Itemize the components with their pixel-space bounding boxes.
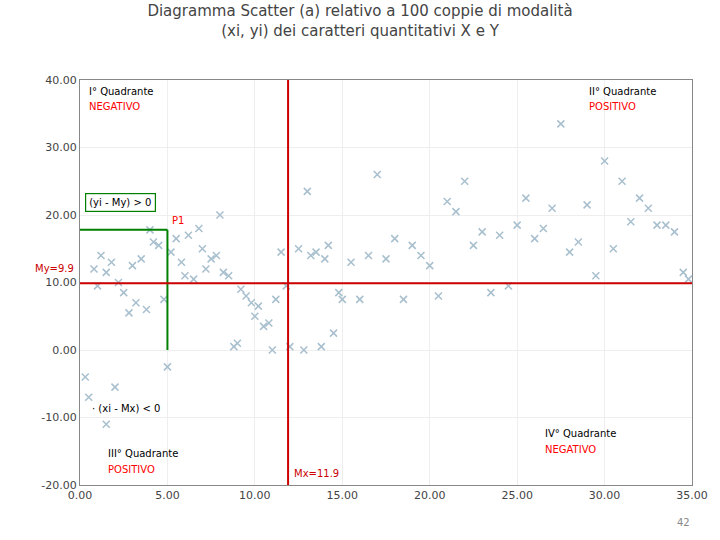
svg-text:20.00: 20.00 bbox=[45, 209, 77, 222]
svg-text:40.00: 40.00 bbox=[45, 74, 77, 87]
svg-text:25.00: 25.00 bbox=[501, 489, 533, 502]
svg-text:NEGATIVO: NEGATIVO bbox=[545, 444, 596, 455]
svg-text:My=9.9: My=9.9 bbox=[35, 263, 74, 274]
svg-text:IV° Quadrante: IV° Quadrante bbox=[545, 428, 616, 439]
svg-text:15.00: 15.00 bbox=[327, 489, 359, 502]
svg-text:10.00: 10.00 bbox=[45, 276, 77, 289]
svg-text:30.00: 30.00 bbox=[589, 489, 621, 502]
svg-text:10.00: 10.00 bbox=[239, 489, 270, 502]
svg-text:0.00: 0.00 bbox=[52, 344, 77, 357]
svg-text:35.00: 35.00 bbox=[676, 489, 708, 502]
svg-text:30.00: 30.00 bbox=[45, 141, 77, 154]
svg-text:Mx=11.9: Mx=11.9 bbox=[294, 468, 339, 479]
svg-text:· (xi - Mx) < 0: · (xi - Mx) < 0 bbox=[92, 403, 160, 414]
svg-text:5.00: 5.00 bbox=[155, 489, 180, 502]
svg-text:II° Quadrante: II° Quadrante bbox=[589, 86, 656, 97]
svg-text:Diagramma Scatter (a) relativo: Diagramma Scatter (a) relativo a 100 cop… bbox=[147, 2, 572, 40]
svg-text:POSITIVO: POSITIVO bbox=[589, 101, 636, 112]
svg-text:42: 42 bbox=[677, 517, 690, 528]
svg-text:(yi - My) > 0: (yi - My) > 0 bbox=[89, 197, 151, 208]
svg-text:-20.00: -20.00 bbox=[41, 479, 76, 492]
svg-text:NEGATIVO: NEGATIVO bbox=[89, 101, 140, 112]
svg-text:20.00: 20.00 bbox=[414, 489, 446, 502]
svg-text:0.00: 0.00 bbox=[68, 489, 93, 502]
svg-text:I° Quadrante: I° Quadrante bbox=[89, 86, 153, 97]
svg-text:-10.00: -10.00 bbox=[41, 411, 76, 424]
svg-text:III° Quadrante: III° Quadrante bbox=[108, 448, 178, 459]
svg-text:P1: P1 bbox=[172, 215, 184, 226]
svg-text:POSITIVO: POSITIVO bbox=[108, 464, 155, 475]
